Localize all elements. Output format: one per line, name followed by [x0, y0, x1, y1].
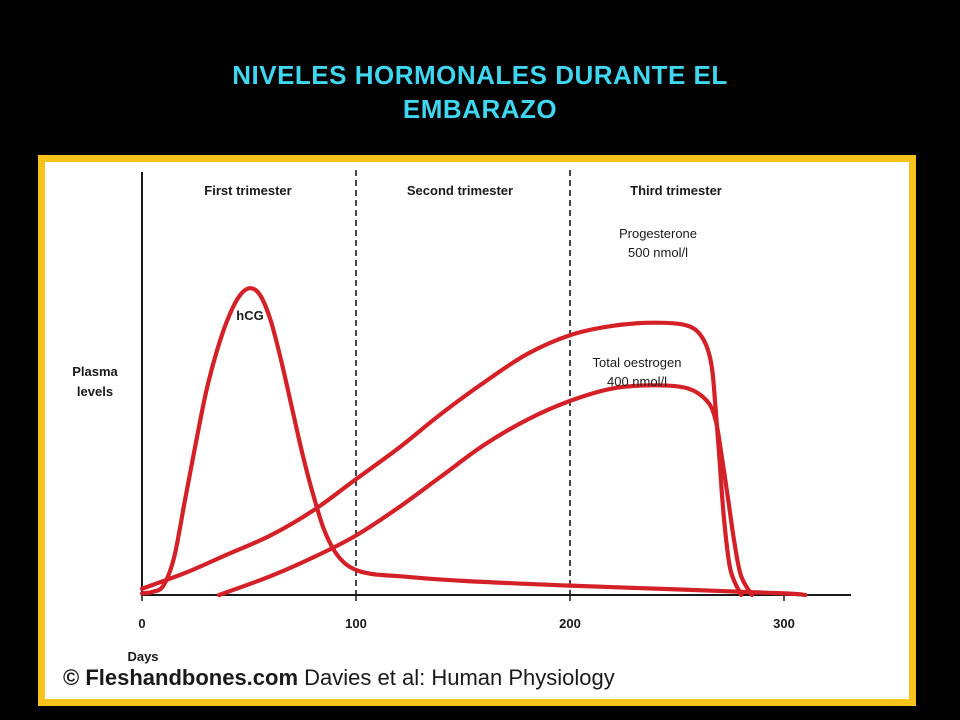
trimester-label: Second trimester: [407, 183, 513, 198]
x-tick-label: 200: [559, 616, 581, 631]
slide-title-line-2: EMBARAZO: [402, 94, 558, 124]
chart-frame: 0 100 200 300 Days Plasma levels First trimest…: [38, 155, 916, 706]
credit-text: Davies et al: Human Physiology: [304, 665, 615, 690]
trimester-label: Third trimester: [630, 183, 722, 198]
credit-site: Fleshandbones.com: [85, 665, 304, 690]
x-tick-label: 300: [773, 616, 795, 631]
trimester-label: First trimester: [204, 183, 291, 198]
progesterone-label: Progesterone: [619, 226, 697, 241]
x-tick-label: 0: [138, 616, 145, 631]
y-axis-label: levels: [77, 384, 113, 399]
hcg-label: hCG: [236, 308, 263, 323]
total-oestrogen-label: Total oestrogen: [593, 355, 682, 370]
credit-line: © Fleshandbones.com Davies et al: Human …: [63, 665, 615, 690]
hcg-curve: [139, 286, 808, 598]
x-axis-label: Days: [127, 649, 158, 664]
progesterone-label: 500 nmol/l: [628, 245, 688, 260]
hormone-chart: 0 100 200 300 Days Plasma levels First trimest…: [63, 170, 851, 690]
copyright-symbol: ©: [63, 665, 85, 690]
total-oestrogen-label: 400 nmol/l: [607, 374, 667, 389]
total-oestrogen-curve: [216, 383, 754, 598]
slide-title-line-1: NIVELES HORMONALES DURANTE EL: [232, 60, 728, 90]
slide-title: NIVELES HORMONALES DURANTE EL EMBARAZO: [0, 58, 960, 126]
x-tick-label: 100: [345, 616, 367, 631]
y-axis-label: Plasma: [72, 364, 118, 379]
